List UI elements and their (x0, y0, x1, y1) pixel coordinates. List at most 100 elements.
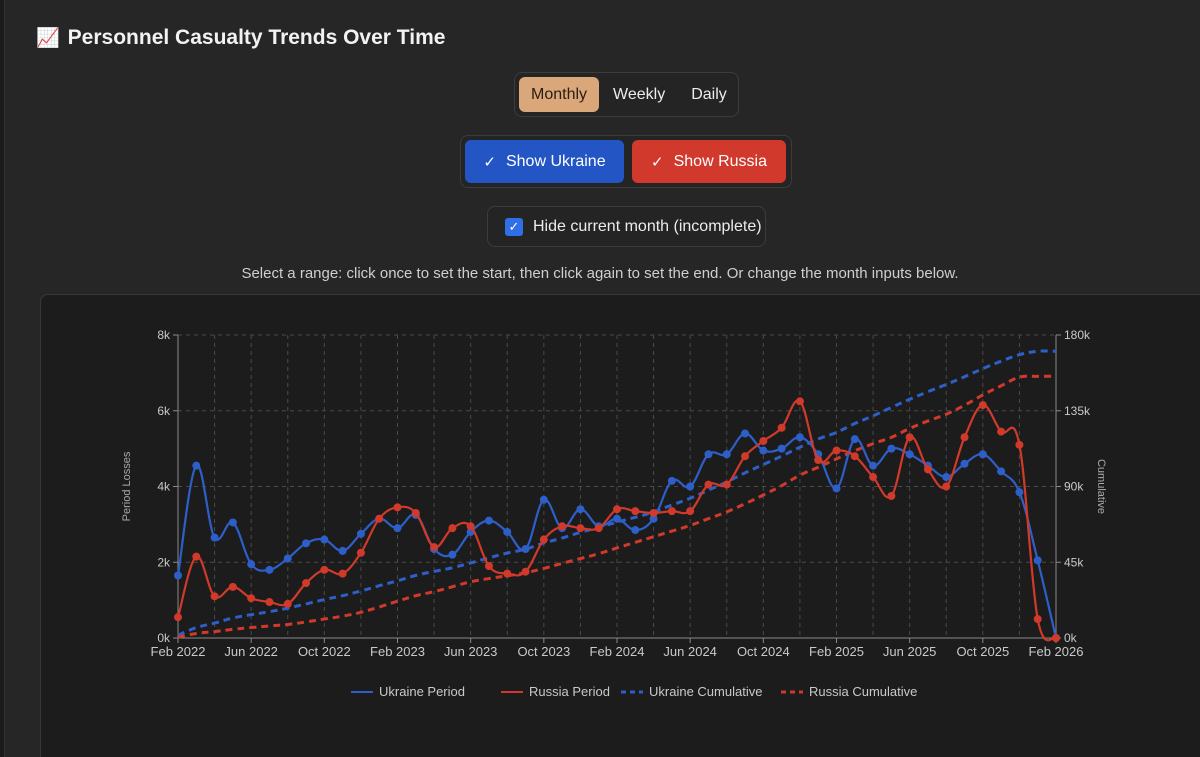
y-left-tick-label: 0k (157, 631, 171, 645)
granularity-daily-button[interactable]: Daily (691, 85, 727, 103)
page-title: 📈 Personnel Casualty Trends Over Time (36, 26, 445, 50)
check-icon: ✓ (483, 153, 496, 171)
data-point-russia-period (356, 548, 365, 557)
data-point-ukraine-period (795, 433, 804, 442)
legend-label: Russia Period (529, 684, 610, 699)
data-point-ukraine-period (759, 446, 768, 455)
legend-label: Ukraine Cumulative (649, 684, 762, 699)
y-left-tick-label: 8k (157, 328, 171, 342)
data-point-ukraine-period (850, 435, 859, 444)
data-point-russia-period (210, 592, 219, 601)
data-point-russia-period (320, 565, 329, 574)
data-point-ukraine-period (356, 529, 365, 538)
data-point-ukraine-period (1015, 488, 1024, 497)
series-toggle-group: ✓ Show Ukraine ✓ Show Russia (460, 135, 792, 188)
chart-increasing-icon: 📈 (36, 28, 60, 49)
data-point-russia-period (1015, 440, 1024, 449)
data-point-ukraine-period (265, 565, 274, 574)
data-point-ukraine-period (302, 539, 311, 548)
data-point-russia-period (814, 455, 823, 464)
data-point-russia-period (613, 505, 621, 514)
data-point-russia-period (923, 465, 932, 474)
data-point-ukraine-period (905, 450, 914, 459)
legend-label: Ukraine Period (379, 684, 465, 699)
data-point-russia-period (759, 437, 768, 446)
data-point-ukraine-period (320, 535, 329, 544)
data-point-russia-period (375, 514, 384, 523)
data-point-russia-period (466, 522, 475, 531)
range-hint: Select a range: click once to set the st… (241, 265, 959, 282)
data-point-russia-period (1052, 634, 1060, 642)
x-tick-label: Oct 2023 (517, 644, 570, 659)
data-point-ukraine-period (247, 560, 256, 569)
series-russia-cumulative (177, 374, 1057, 639)
data-point-ukraine-period (448, 550, 457, 559)
data-point-ukraine-period (393, 524, 402, 533)
data-point-russia-period (850, 452, 859, 461)
data-point-ukraine-period (704, 450, 713, 459)
data-point-ukraine-period (869, 461, 878, 470)
chart-grid (177, 334, 1057, 639)
y-right-tick-label: 45k (1064, 555, 1084, 569)
data-point-russia-period (997, 427, 1006, 436)
series-line-russia-cumulative (177, 374, 1057, 639)
data-point-russia-period (302, 579, 311, 588)
data-point-russia-period (503, 569, 512, 578)
x-tick-label: Feb 2023 (370, 644, 425, 659)
y-right-axis-title: Cumulative (1095, 459, 1107, 514)
data-point-ukraine-period (631, 526, 640, 535)
casualty-line-chart[interactable]: 0k 2k 4k 6k 8k 0k 45k 90k 135k 180k Feb 2022 Jun 20… (41, 295, 1200, 757)
data-point-russia-period (649, 509, 658, 518)
x-tick-label: Jun 2024 (663, 644, 717, 659)
data-point-russia-period (576, 524, 585, 533)
hide-current-month-label: Hide current month (incomplete) (533, 217, 762, 235)
y-right-tick-label: 0k (1064, 631, 1078, 645)
data-point-russia-period (905, 433, 914, 442)
legend-item-russia-period: Russia Period (501, 684, 610, 699)
x-tick-label: Jun 2022 (224, 644, 278, 659)
data-point-ukraine-period (667, 476, 676, 485)
data-point-ukraine-period (484, 516, 493, 525)
data-point-ukraine-period (686, 482, 695, 491)
granularity-weekly-button[interactable]: Weekly (613, 85, 666, 103)
y-left-tick-label: 4k (157, 480, 171, 494)
series-russia-period (174, 397, 1060, 642)
data-point-russia-period (869, 473, 878, 482)
data-point-russia-period (960, 433, 969, 442)
data-point-ukraine-period (283, 554, 292, 563)
granularity-monthly-button[interactable]: Monthly (519, 77, 600, 112)
show-russia-button[interactable]: ✓ Show Russia (632, 140, 786, 183)
data-point-ukraine-period (960, 459, 969, 468)
data-point-russia-period (338, 569, 347, 578)
x-tick-label: Jun 2023 (444, 644, 498, 659)
legend-item-ukraine-cumulative: Ukraine Cumulative (621, 684, 762, 699)
data-point-russia-period (741, 452, 750, 461)
x-tick-label: Oct 2025 (956, 644, 1009, 659)
data-point-russia-period (558, 522, 567, 531)
data-point-russia-period (174, 613, 182, 622)
y-right-tick-label: 180k (1064, 328, 1091, 342)
data-point-russia-period (484, 562, 493, 571)
x-tick-label: Oct 2022 (298, 644, 351, 659)
data-point-russia-period (283, 599, 292, 608)
x-tick-label: Jun 2025 (883, 644, 937, 659)
data-point-ukraine-period (997, 467, 1006, 476)
data-point-russia-period (887, 491, 896, 500)
data-point-ukraine-period (521, 544, 530, 553)
data-point-russia-period (942, 482, 951, 491)
hide-current-month-checkbox[interactable]: ✓ (505, 217, 523, 236)
data-point-ukraine-period (978, 450, 987, 459)
x-tick-label: Oct 2024 (737, 644, 790, 659)
show-ukraine-button[interactable]: ✓ Show Ukraine (465, 140, 624, 183)
x-tick-label: Feb 2026 (1029, 644, 1084, 659)
y-right-tick-label: 135k (1064, 404, 1091, 418)
series-line-ukraine-cumulative (177, 349, 1057, 637)
data-point-ukraine-period (832, 484, 841, 493)
hide-current-month-option: ✓ Hide current month (incomplete) (487, 206, 766, 247)
data-point-russia-period (777, 423, 786, 432)
data-point-russia-period (631, 507, 640, 516)
data-point-russia-period (667, 507, 676, 516)
data-point-ukraine-period (576, 505, 585, 514)
data-point-ukraine-period (210, 533, 219, 542)
data-point-russia-period (247, 594, 256, 603)
